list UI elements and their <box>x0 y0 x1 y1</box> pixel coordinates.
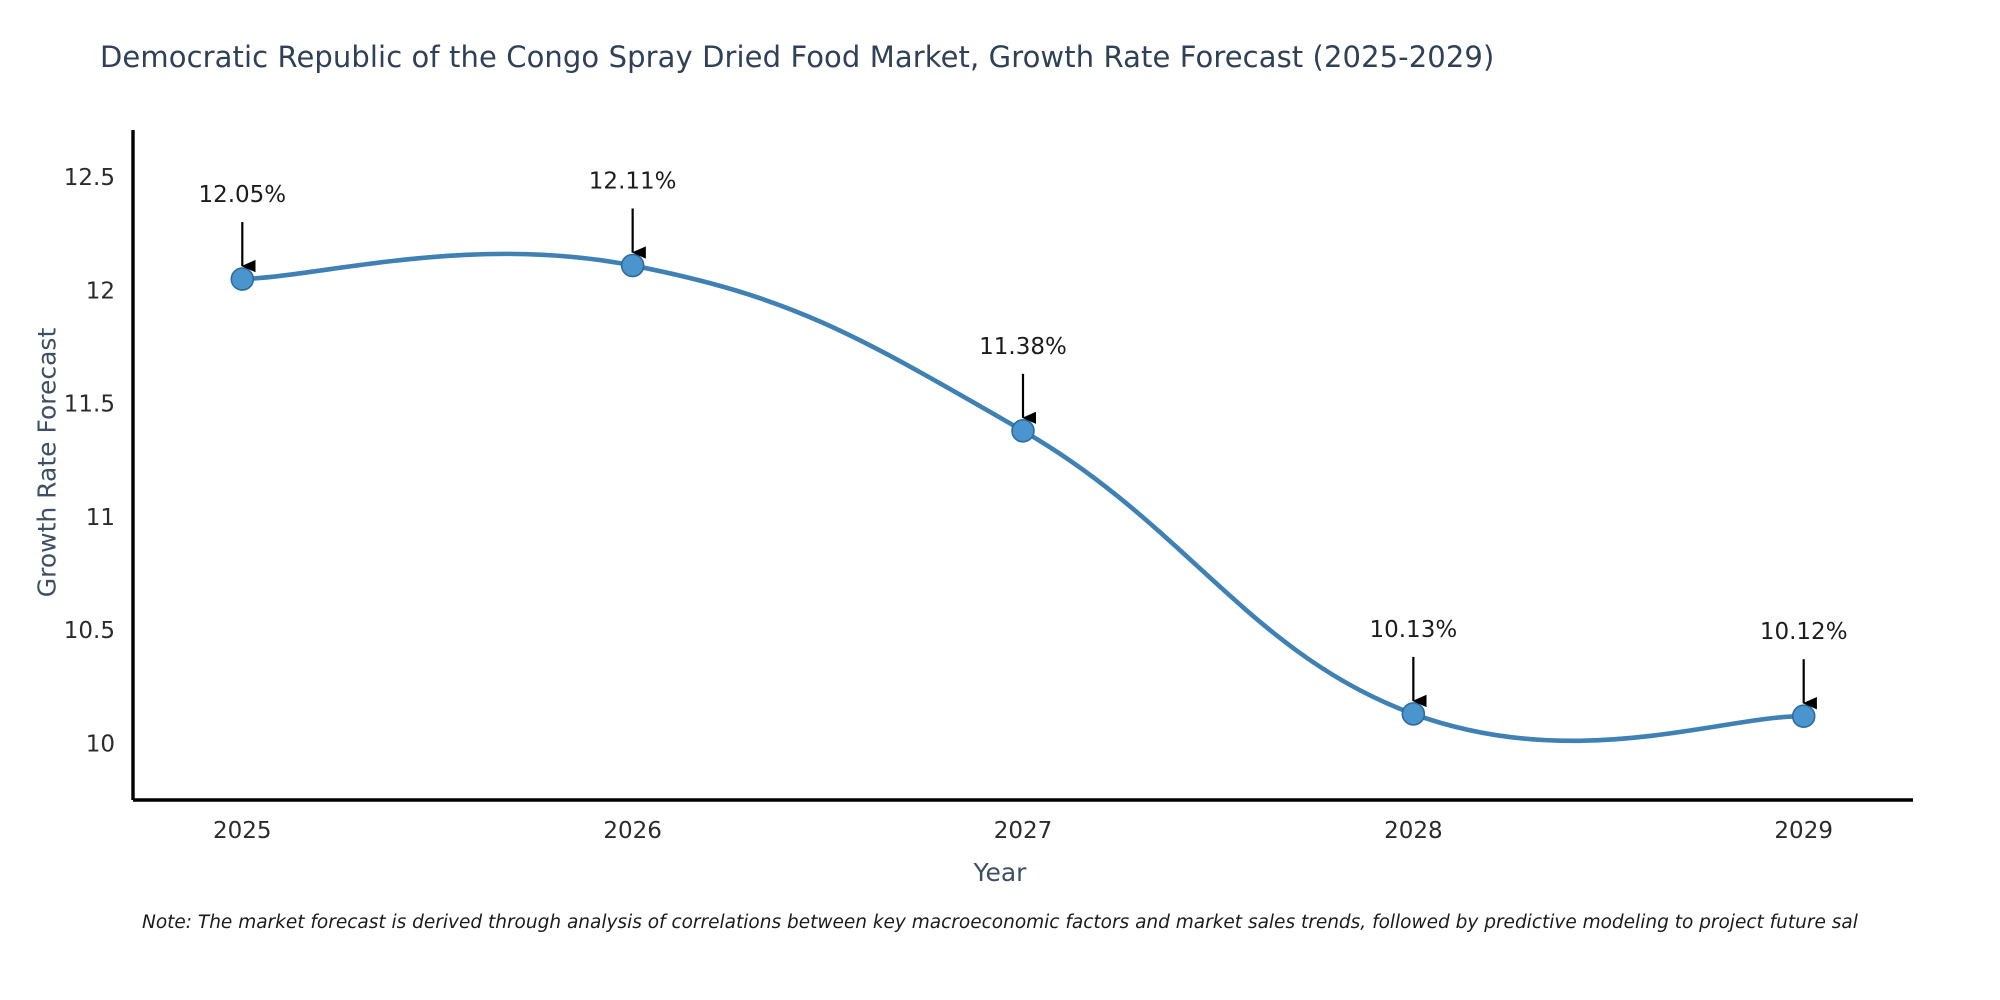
data-point-label: 10.13% <box>1369 617 1457 643</box>
y-tick-label: 10 <box>86 731 115 757</box>
y-axis-tick-labels: 12.5 12 11.5 11 10.5 10 <box>64 165 115 757</box>
data-point-markers <box>230 253 1816 729</box>
x-tick-label: 2027 <box>994 818 1053 844</box>
x-tick-label: 2028 <box>1384 818 1443 844</box>
data-series-line <box>240 251 1806 744</box>
series-path <box>240 251 1806 744</box>
data-point-marker <box>1791 704 1816 729</box>
x-axis-title: Year <box>973 858 1027 887</box>
data-point-marker <box>230 267 255 291</box>
x-tick-label: 2029 <box>1774 818 1833 844</box>
data-point-marker <box>1401 702 1426 726</box>
data-point-label: 11.38% <box>979 334 1067 360</box>
x-tick-label: 2025 <box>213 818 272 844</box>
data-point-marker <box>1011 419 1035 443</box>
y-tick-label: 12 <box>86 278 115 304</box>
data-point-label: 12.05% <box>198 182 286 208</box>
axis-lines <box>131 130 1913 802</box>
y-tick-label: 11.5 <box>64 392 115 418</box>
y-tick-label: 10.5 <box>64 618 115 644</box>
x-tick-label: 2026 <box>603 818 662 844</box>
page-title: Democratic Republic of the Congo Spray D… <box>100 40 1495 74</box>
data-point-marker <box>620 253 645 278</box>
footnote-text: Note: The market forecast is derived thr… <box>142 912 1858 933</box>
y-tick-label: 11 <box>86 505 115 531</box>
data-point-label: 12.11% <box>589 169 677 195</box>
data-point-annotations: 12.05% 12.11% 11.38% 10.13% 10.12% <box>198 169 1848 710</box>
x-axis-tick-labels: 2025 2026 2027 2028 2029 <box>213 818 1833 844</box>
y-tick-label: 12.5 <box>64 165 115 191</box>
data-point-label: 10.12% <box>1760 619 1848 645</box>
